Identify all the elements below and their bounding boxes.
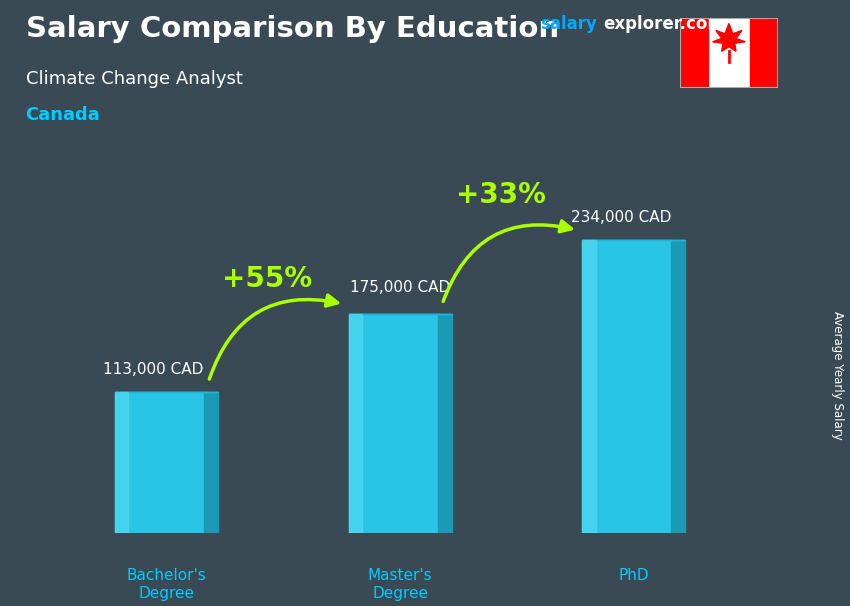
Bar (680, 18, 708, 88)
Polygon shape (712, 24, 745, 52)
Polygon shape (582, 240, 596, 533)
Text: 113,000 CAD: 113,000 CAD (104, 362, 204, 377)
Text: Master's
Degree: Master's Degree (368, 568, 433, 601)
Polygon shape (582, 240, 672, 533)
Text: Canada: Canada (26, 106, 100, 124)
Text: Average Yearly Salary: Average Yearly Salary (830, 311, 844, 440)
Polygon shape (204, 391, 218, 533)
Bar (750, 18, 778, 88)
Polygon shape (348, 314, 438, 533)
Text: +33%: +33% (456, 181, 546, 209)
Text: explorer.com: explorer.com (604, 15, 725, 33)
Text: 234,000 CAD: 234,000 CAD (570, 210, 672, 225)
Text: PhD: PhD (619, 568, 649, 584)
Polygon shape (115, 391, 204, 533)
Polygon shape (672, 240, 685, 533)
Text: salary: salary (540, 15, 597, 33)
Text: Bachelor's
Degree: Bachelor's Degree (127, 568, 207, 601)
Polygon shape (115, 391, 128, 533)
Text: Climate Change Analyst: Climate Change Analyst (26, 70, 242, 88)
Polygon shape (438, 314, 451, 533)
Text: Salary Comparison By Education: Salary Comparison By Education (26, 15, 558, 43)
Text: +55%: +55% (222, 265, 312, 293)
Text: 175,000 CAD: 175,000 CAD (350, 281, 450, 295)
Polygon shape (348, 314, 362, 533)
